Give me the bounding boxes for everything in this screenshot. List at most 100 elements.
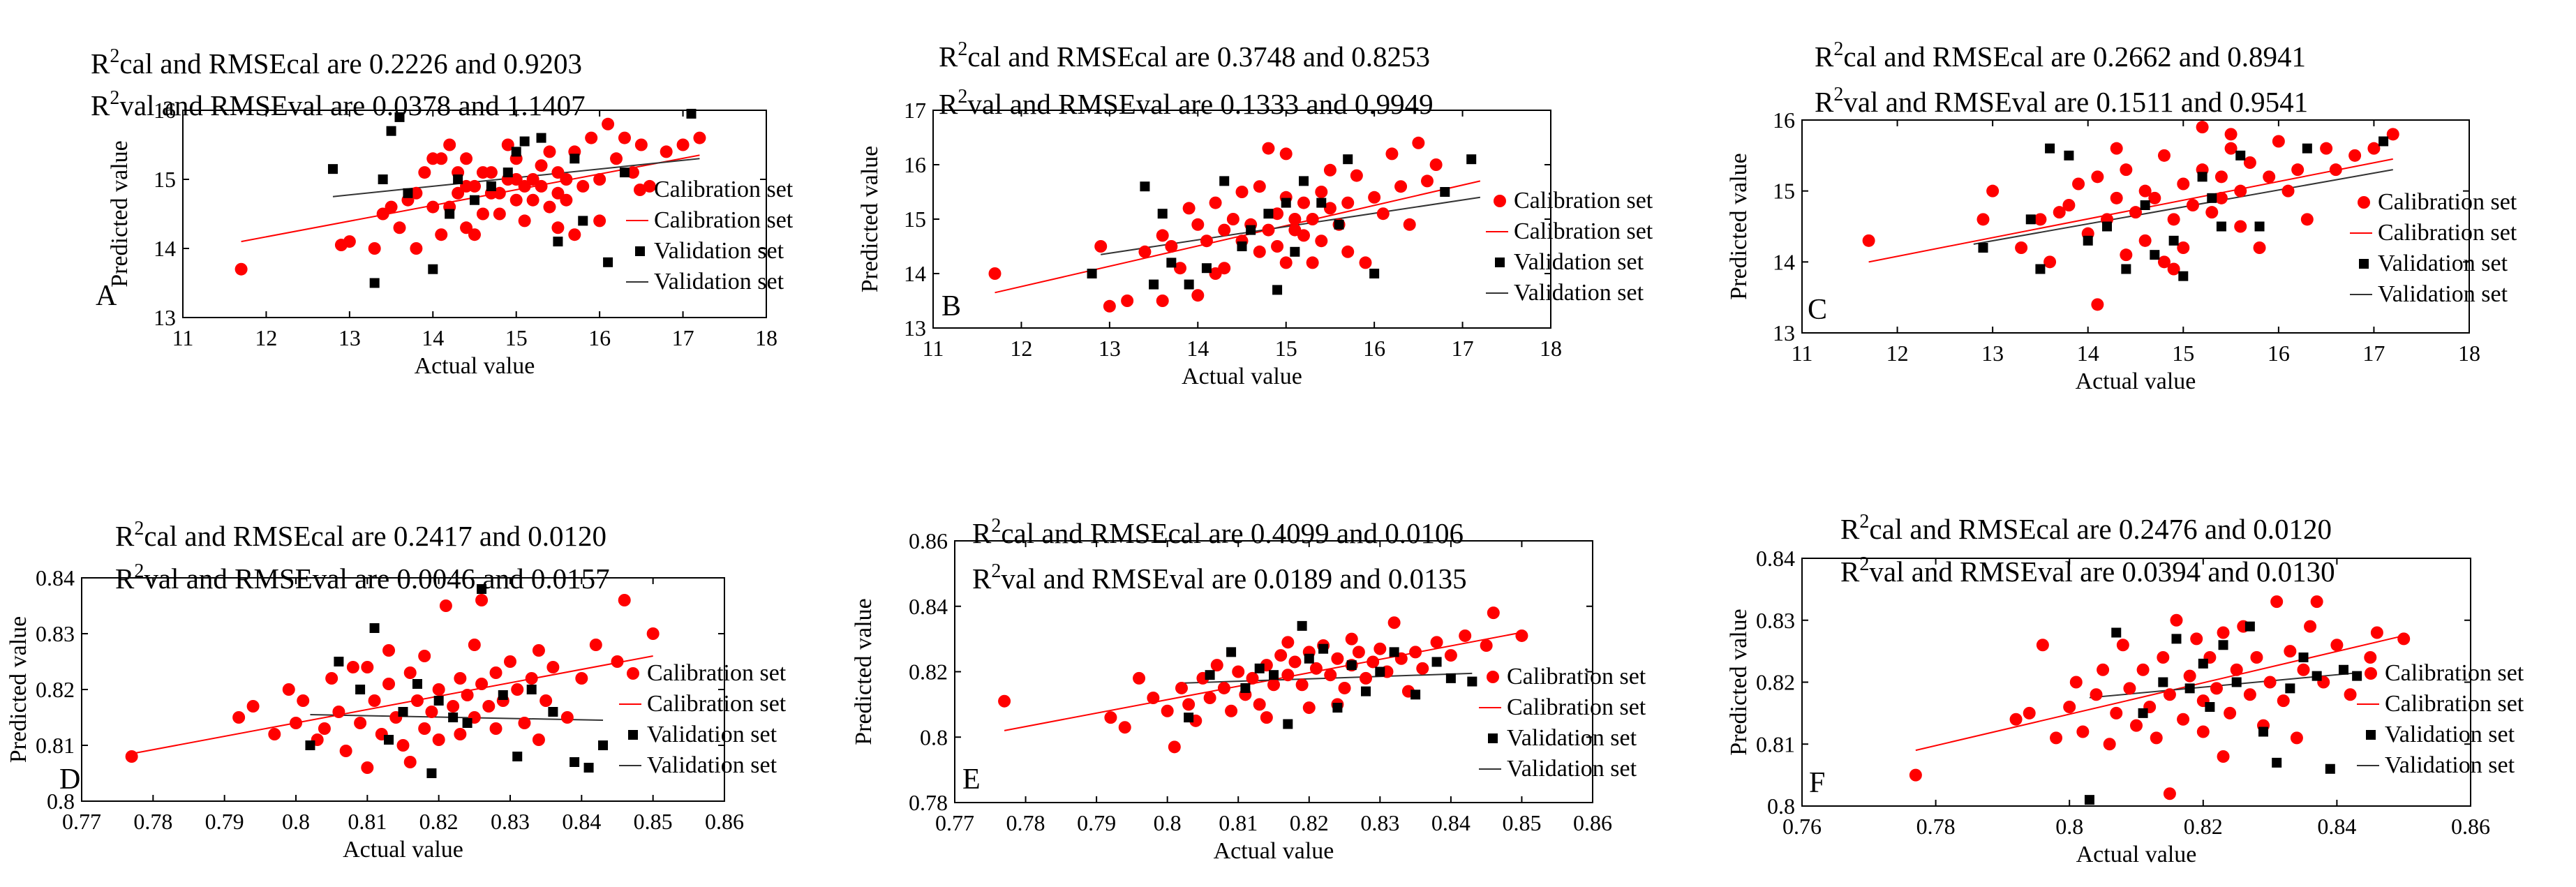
calibration-point bbox=[2196, 121, 2209, 134]
calibration-point bbox=[1297, 196, 1310, 209]
calibration-point bbox=[393, 221, 406, 234]
calibration-point bbox=[998, 694, 1011, 708]
x-tick-label: 0.84 bbox=[1431, 810, 1471, 835]
legend-marker-calibration-point bbox=[627, 667, 639, 680]
validation-point bbox=[2102, 221, 2113, 232]
x-tick-label: 18 bbox=[1540, 336, 1562, 361]
validation-point bbox=[2254, 221, 2265, 232]
calibration-point bbox=[610, 152, 623, 165]
validation-point bbox=[536, 133, 546, 143]
calibration-point bbox=[676, 138, 690, 151]
x-tick-label: 11 bbox=[1792, 341, 1813, 366]
calibration-point bbox=[2205, 206, 2219, 219]
y-tick-label: 0.82 bbox=[909, 659, 948, 685]
legend-label: Validation set bbox=[2385, 752, 2515, 778]
validation-point bbox=[1410, 690, 1421, 700]
calibration-point bbox=[1297, 229, 1310, 242]
calibration-point bbox=[546, 661, 560, 673]
legend-marker-validation-point bbox=[1488, 733, 1498, 743]
calibration-point bbox=[1260, 711, 1273, 724]
calibration-point bbox=[2157, 255, 2171, 269]
validation-point bbox=[548, 707, 558, 717]
x-tick-label: 12 bbox=[1010, 336, 1032, 361]
x-tick-label: 0.79 bbox=[205, 809, 244, 834]
x-tick-label: 0.85 bbox=[634, 809, 673, 834]
calibration-point bbox=[2270, 595, 2284, 609]
calibration-point bbox=[2310, 595, 2323, 609]
calibration-point bbox=[2272, 135, 2285, 148]
validation-point bbox=[355, 685, 366, 694]
validation-point bbox=[511, 147, 521, 157]
calibration-point bbox=[2015, 241, 2028, 254]
calibration-point bbox=[2120, 163, 2133, 177]
calibration-point bbox=[2062, 199, 2076, 211]
calibration-point bbox=[2291, 163, 2305, 177]
legend-marker-calibration-point bbox=[2358, 196, 2370, 209]
calibration-point bbox=[1168, 740, 1181, 754]
stat-line-val: R2val and RMSEval are 0.0189 and 0.0135 bbox=[972, 560, 1467, 595]
calibration-point bbox=[2348, 149, 2362, 162]
calibration-point bbox=[634, 138, 648, 151]
calibration-point bbox=[1403, 218, 1416, 231]
calibration-point bbox=[2034, 213, 2047, 226]
calibration-point bbox=[511, 683, 524, 696]
calibration-point bbox=[988, 267, 1002, 280]
y-tick-label: 13 bbox=[1773, 320, 1795, 345]
legend-marker-validation-point bbox=[635, 246, 645, 256]
calibration-point bbox=[2150, 731, 2163, 745]
validation-point bbox=[378, 174, 388, 184]
validation-point bbox=[502, 167, 513, 178]
calibration-point bbox=[1359, 256, 1372, 269]
validation-point bbox=[428, 264, 438, 274]
calibration-point bbox=[1225, 704, 1238, 717]
x-tick-label: 14 bbox=[2077, 341, 2099, 366]
calibration-point bbox=[432, 733, 445, 746]
validation-point bbox=[2325, 763, 2335, 774]
calibration-point bbox=[2284, 645, 2297, 658]
calibration-point bbox=[2224, 128, 2238, 141]
calibration-point bbox=[1281, 636, 1295, 649]
validation-point bbox=[2231, 677, 2242, 687]
calibration-point bbox=[526, 193, 539, 207]
calibration-point bbox=[2148, 191, 2161, 204]
validation-point bbox=[1149, 279, 1159, 290]
calibration-point bbox=[460, 221, 473, 234]
calibration-point bbox=[1288, 655, 1302, 669]
y-tick-label: 0.84 bbox=[909, 594, 948, 619]
plot-frame bbox=[182, 110, 767, 318]
calibration-point bbox=[1191, 218, 1205, 231]
calibration-fit-line bbox=[1004, 632, 1522, 731]
stat-line-val: R2val and RMSEval are 0.0378 and 1.1407 bbox=[91, 87, 586, 121]
calibration-point bbox=[2177, 241, 2190, 254]
calibration-point bbox=[2157, 651, 2170, 664]
calibration-point bbox=[418, 166, 431, 179]
stat-line-val: R2val and RMSEval are 0.1511 and 0.9541 bbox=[1815, 84, 2308, 118]
validation-point bbox=[470, 195, 479, 205]
calibration-point bbox=[2090, 688, 2103, 701]
validation-point bbox=[2168, 235, 2179, 246]
x-tick-label: 0.76 bbox=[1782, 814, 1822, 839]
calibration-point bbox=[290, 717, 302, 729]
validation-point bbox=[486, 181, 496, 191]
validation-point bbox=[2218, 640, 2228, 650]
validation-point bbox=[2311, 671, 2322, 681]
calibration-point bbox=[2076, 725, 2090, 738]
calibration-point bbox=[543, 200, 556, 214]
calibration-point bbox=[2091, 298, 2104, 311]
calibration-point bbox=[2110, 191, 2123, 204]
calibration-point bbox=[2217, 750, 2230, 763]
calibration-point bbox=[1253, 180, 1266, 193]
y-tick-label: 0.81 bbox=[1756, 731, 1795, 756]
calibration-point bbox=[476, 207, 489, 221]
panel-letter: E bbox=[962, 763, 981, 796]
calibration-point bbox=[2120, 248, 2133, 262]
legend-label: Validation set bbox=[2385, 722, 2515, 747]
calibration-point bbox=[1295, 678, 1309, 692]
calibration-point bbox=[526, 173, 539, 186]
x-tick-label: 13 bbox=[338, 325, 361, 350]
calibration-point bbox=[618, 131, 631, 144]
calibration-point bbox=[1309, 662, 1323, 675]
calibration-point bbox=[410, 186, 423, 200]
x-tick-label: 0.78 bbox=[133, 809, 172, 834]
validation-point bbox=[369, 623, 380, 633]
